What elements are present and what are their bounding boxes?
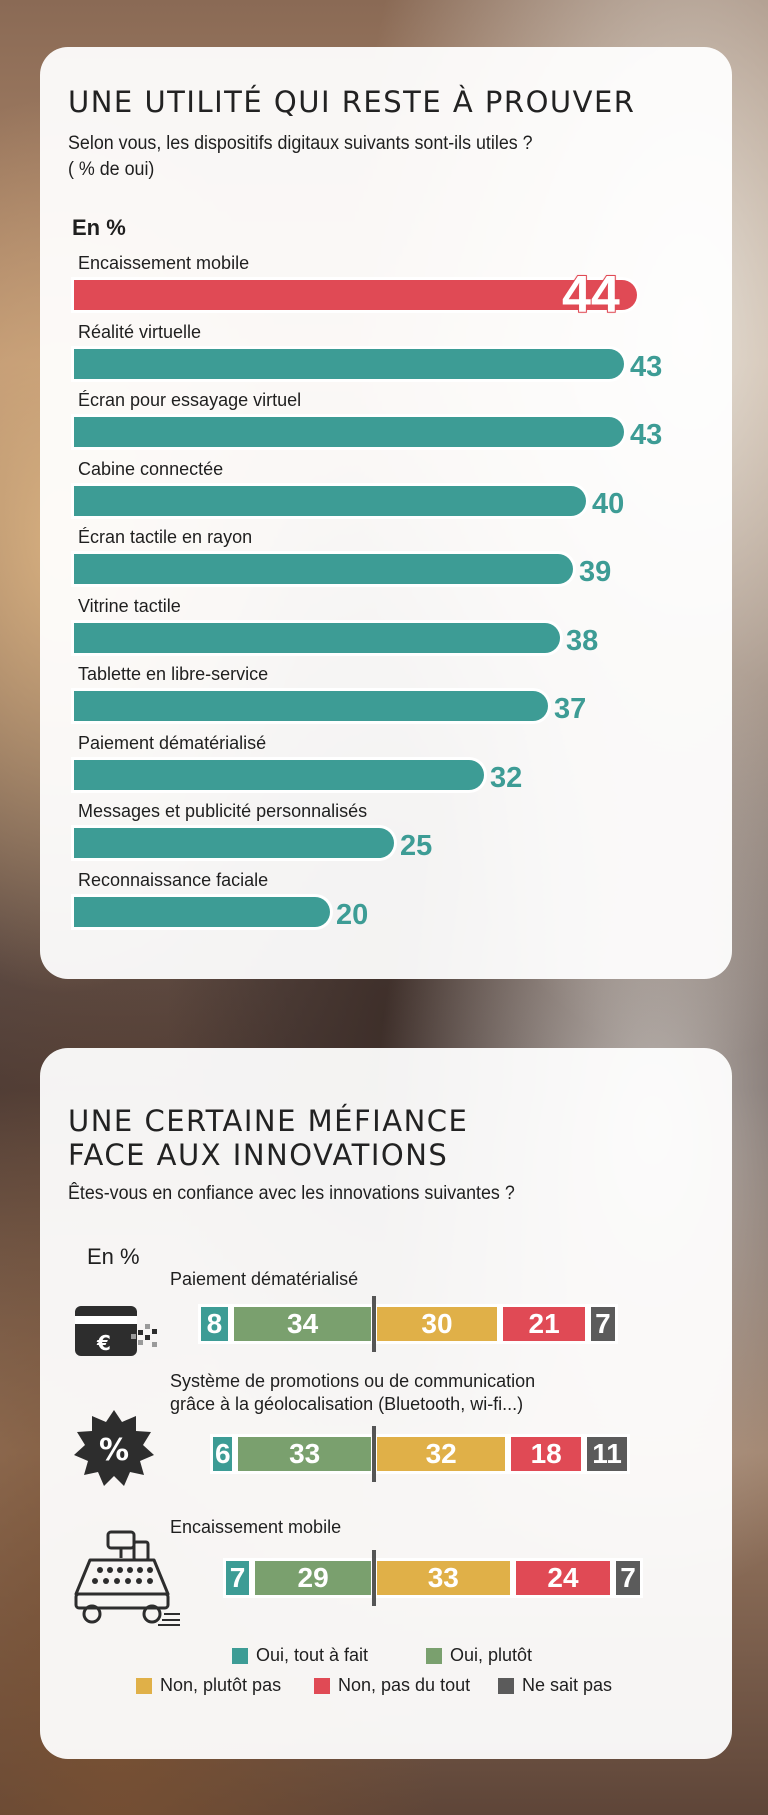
usefulness-panel: UNE UTILITÉ QUI RESTE À PROUVER Selon vo… — [40, 47, 732, 979]
panel-title-trust-line1: UNE CERTAINE MÉFIANCE — [68, 1104, 469, 1138]
bar-label: Écran pour essayage virtuel — [78, 390, 302, 410]
bar — [74, 280, 637, 310]
question-trust: Êtes-vous en confiance avec les innovati… — [68, 1183, 515, 1204]
stack-category-label: Paiement dématérialisé — [170, 1269, 359, 1289]
bar-label: Tablette en libre-service — [78, 664, 269, 684]
center-divider — [372, 1426, 376, 1482]
question-usefulness-line2: ( % de oui) — [68, 159, 155, 180]
bar — [74, 417, 624, 447]
unit-label-chart1: En % — [72, 215, 126, 240]
bar-value-label: 25 — [400, 830, 433, 862]
stack-segment: 34 — [231, 1304, 374, 1344]
usefulness-bar-chart: Encaissement mobile 44 Réalité virtuelle 43… — [40, 47, 732, 979]
stack-segment: 33 — [235, 1434, 374, 1474]
stack-segment: 8 — [197, 1304, 232, 1344]
svg-text:€: € — [96, 1331, 111, 1355]
legend-label: Oui, tout à fait — [256, 1645, 369, 1665]
stack-segment: 7 — [222, 1558, 253, 1598]
stack-category-label: Système de promotions ou de communicatio… — [170, 1371, 536, 1391]
stack-segment: 7 — [588, 1304, 618, 1344]
legend-item: Non, plutôt pas — [136, 1675, 281, 1696]
bar — [74, 828, 394, 858]
bar — [74, 622, 560, 653]
legend-label: Non, plutôt pas — [160, 1675, 282, 1695]
legend-label: Non, pas du tout — [338, 1675, 471, 1695]
stack-segment: 29 — [252, 1558, 374, 1598]
legend-label: Oui, plutôt — [450, 1645, 533, 1665]
bar — [74, 691, 548, 721]
bar — [74, 485, 586, 516]
stack-segment: 21 — [500, 1304, 589, 1344]
stack-segment: 32 — [374, 1434, 509, 1474]
question-usefulness-line1: Selon vous, les dispositifs digitaux sui… — [68, 133, 533, 154]
cash-register-icon — [74, 1530, 180, 1626]
bar-label: Encaissement mobile — [78, 253, 250, 273]
svg-text:%: % — [99, 1433, 129, 1468]
bar-label: Réalité virtuelle — [78, 321, 202, 342]
panel-title-usefulness: UNE UTILITÉ QUI RESTE À PROUVER — [68, 85, 636, 119]
legend-swatch — [314, 1677, 330, 1694]
legend-swatch — [426, 1647, 442, 1664]
bar-label: Messages et publicité personnalisés — [78, 801, 368, 821]
trust-panel: UNE CERTAINE MÉFIANCE FACE AUX INNOVATIO… — [40, 1048, 732, 1759]
legend-item: Oui, tout à fait — [232, 1645, 368, 1666]
bar — [74, 759, 484, 790]
stack-segment: 7 — [613, 1558, 643, 1598]
credit-card-icon: € — [75, 1306, 157, 1356]
bar — [74, 554, 573, 584]
bar-value-label: 38 — [566, 624, 599, 657]
bar-value-label: 32 — [490, 761, 523, 794]
legend-item: Ne sait pas — [498, 1675, 612, 1696]
bar-value-label: 43 — [630, 419, 663, 451]
stack-segment: 6 — [210, 1434, 236, 1474]
center-divider — [372, 1550, 376, 1606]
stack-category-label: Encaissement mobile — [170, 1517, 342, 1537]
panel-title-trust-line2: FACE AUX INNOVATIONS — [68, 1138, 449, 1172]
center-divider — [372, 1296, 376, 1352]
bar-label: Écran tactile en rayon — [78, 527, 253, 547]
bar-label: Vitrine tactile — [78, 595, 181, 616]
stack-segment: 24 — [512, 1558, 614, 1598]
bar-value-label: 39 — [579, 556, 612, 588]
bar-value-label: 43 — [630, 350, 663, 383]
bar-value-label: 20 — [336, 898, 369, 931]
legend-item: Non, pas du tout — [314, 1675, 470, 1696]
bar-value-label: 40 — [592, 487, 625, 520]
stack-segment: 18 — [508, 1434, 584, 1474]
stack-segment: 11 — [584, 1434, 631, 1474]
legend-swatch — [498, 1677, 514, 1694]
bar — [74, 348, 624, 379]
percent-badge-icon: % — [74, 1410, 154, 1486]
bar-value-label: 37 — [554, 693, 587, 725]
legend-swatch — [136, 1677, 152, 1694]
unit-label-chart2: En % — [87, 1244, 140, 1269]
stack-segment: 33 — [374, 1558, 513, 1598]
legend-swatch — [232, 1647, 248, 1664]
legend-label: Ne sait pas — [522, 1675, 613, 1695]
bar-label: Reconnaissance faciale — [78, 869, 269, 890]
bar-value-label: 44 — [561, 266, 621, 324]
stack-category-label: grâce à la géolocalisation (Bluetooth, w… — [170, 1394, 524, 1414]
bar-label: Paiement dématérialisé — [78, 732, 267, 753]
bar — [74, 896, 330, 927]
stack-segment: 30 — [374, 1304, 500, 1344]
legend-item: Oui, plutôt — [426, 1645, 532, 1666]
bar-label: Cabine connectée — [78, 458, 224, 479]
